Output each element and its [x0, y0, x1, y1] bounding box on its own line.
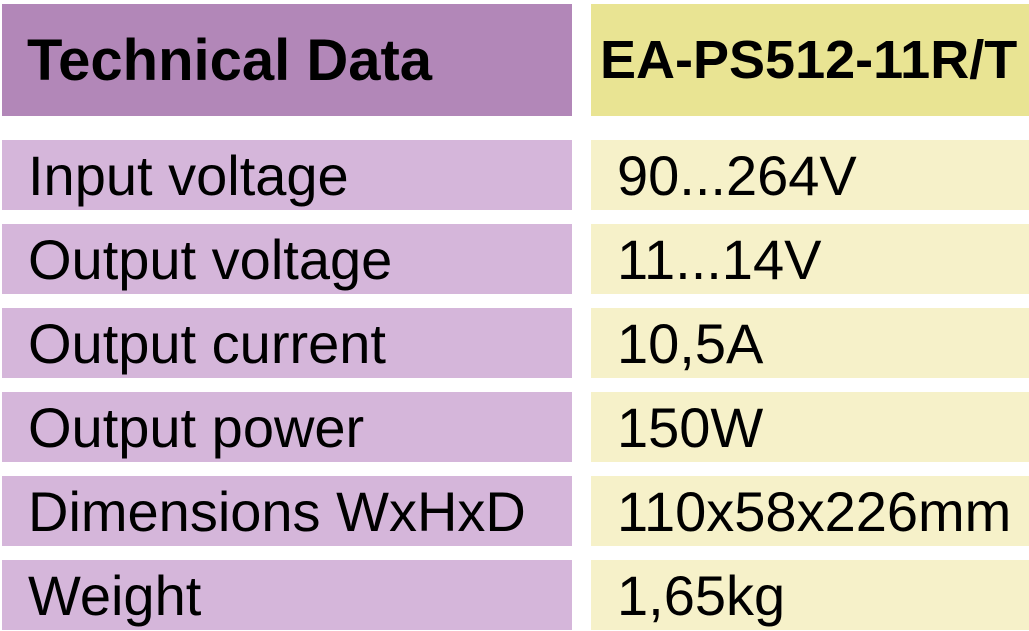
table-header-model: EA-PS512-11R/T — [591, 4, 1029, 116]
table-row: Output voltage 11...14V — [2, 224, 1029, 294]
table-row: Weight 1,65kg — [2, 560, 1029, 630]
spec-value: 150W — [591, 392, 1029, 462]
spec-value: 10,5A — [591, 308, 1029, 378]
table-row: Input voltage 90...264V — [2, 140, 1029, 210]
spec-label: Input voltage — [2, 140, 572, 210]
spec-value: 90...264V — [591, 140, 1029, 210]
spec-label: Dimensions WxHxD — [2, 476, 572, 546]
table-row: Dimensions WxHxD 110x58x226mm — [2, 476, 1029, 546]
table-header-row: Technical Data EA-PS512-11R/T — [2, 4, 1029, 116]
table-row: Output current 10,5A — [2, 308, 1029, 378]
spec-label: Weight — [2, 560, 572, 630]
spec-value: 110x58x226mm — [591, 476, 1029, 546]
table-header-title: Technical Data — [2, 4, 572, 116]
spec-label: Output current — [2, 308, 572, 378]
spec-label: Output power — [2, 392, 572, 462]
spec-value: 11...14V — [591, 224, 1029, 294]
spec-value: 1,65kg — [591, 560, 1029, 630]
table-body: Input voltage 90...264V Output voltage 11..… — [2, 140, 1029, 630]
table-row: Output power 150W — [2, 392, 1029, 462]
spec-label: Output voltage — [2, 224, 572, 294]
